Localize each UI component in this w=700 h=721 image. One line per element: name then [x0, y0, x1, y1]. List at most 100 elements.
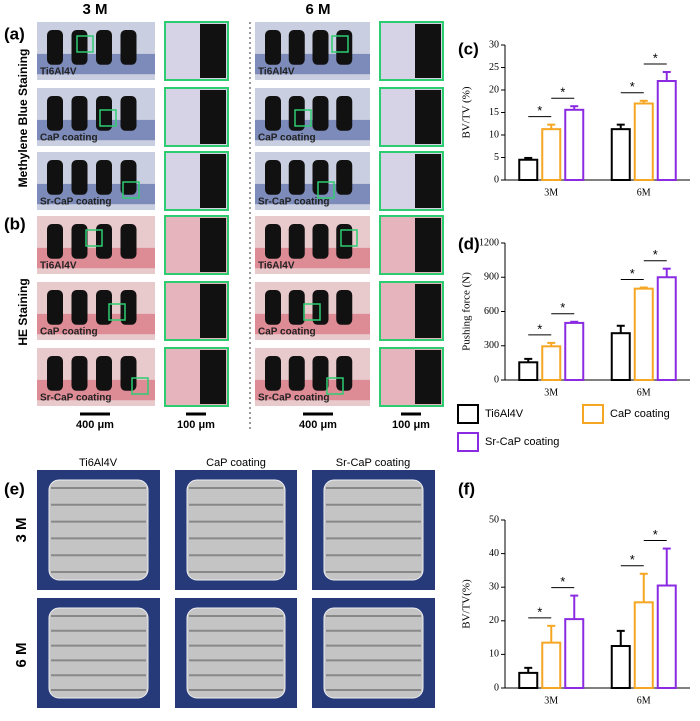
implant: [47, 160, 63, 195]
implant: [288, 96, 305, 131]
y-tick-label: 0: [494, 374, 499, 385]
panel-label: (b): [4, 214, 26, 233]
bar: [518, 671, 539, 690]
y-tick-label: 50: [489, 514, 499, 525]
implant: [288, 30, 305, 65]
x-tick-label: 6M: [637, 387, 651, 398]
x-tick-label: 6M: [637, 187, 651, 198]
implant: [47, 224, 63, 259]
stain-label: Methylene Blue Staining: [16, 49, 30, 188]
y-tick-label: 30: [489, 39, 499, 50]
roi-box: [131, 377, 149, 395]
implant: [47, 30, 63, 65]
y-axis-label: BV/TV(%): [461, 579, 473, 629]
image-label: Sr-CaP coating: [40, 393, 112, 404]
implant: [336, 30, 353, 65]
implant: [312, 160, 329, 195]
scaffold: [323, 607, 424, 699]
y-tick-label: 15: [489, 107, 499, 118]
y-tick-label: 5: [494, 152, 499, 163]
implant: [312, 30, 329, 65]
bar: [633, 601, 654, 690]
y-tick-label: 40: [489, 548, 499, 559]
implant: [71, 224, 88, 259]
y-tick-label: 300: [484, 340, 499, 351]
implant: [47, 96, 63, 131]
bar: [656, 80, 677, 181]
stain-label: HE Staining: [16, 278, 30, 345]
bar: [564, 321, 585, 381]
e-row-label: 6 M: [13, 642, 30, 667]
scale-bar-label: 100 μm: [177, 419, 215, 431]
x-tick-label: 3M: [544, 387, 558, 398]
bar: [564, 108, 585, 181]
significance-label: *: [630, 79, 635, 94]
bar: [610, 332, 631, 382]
y-tick-label: 600: [484, 306, 499, 317]
implant: [312, 224, 329, 259]
x-tick-label: 6M: [637, 695, 651, 706]
image-label: CaP coating: [40, 327, 98, 338]
bar: [541, 128, 562, 181]
implant: [47, 356, 63, 391]
bar: [656, 276, 677, 381]
y-axis-label: Pushing force (N): [461, 272, 473, 351]
scaffold: [323, 479, 424, 581]
roi-box: [122, 181, 140, 199]
implant: [265, 30, 281, 65]
y-tick-label: 0: [494, 174, 499, 185]
implant: [312, 356, 329, 391]
image-label: Sr-CaP coating: [40, 197, 112, 208]
implant: [288, 160, 305, 195]
image-label: Sr-CaP coating: [258, 393, 330, 404]
image-label: CaP coating: [258, 133, 316, 144]
bar: [541, 345, 562, 381]
implant: [120, 160, 137, 195]
y-tick-label: 900: [484, 272, 499, 283]
zoom-implant: [415, 284, 441, 338]
implant: [265, 224, 281, 259]
zoom-implant: [200, 154, 226, 208]
roi-box: [326, 377, 344, 395]
image-label: Ti6Al4V: [258, 67, 295, 78]
bar: [541, 641, 562, 690]
scaffold: [186, 479, 286, 581]
y-tick-label: 10: [489, 129, 499, 140]
legend-label: CaP coating: [610, 408, 670, 420]
x-tick-label: 3M: [544, 695, 558, 706]
legend-label: Ti6Al4V: [485, 408, 524, 420]
scale-bar-label: 400 μm: [76, 419, 114, 431]
legend-label: Sr-CaP coating: [485, 436, 559, 448]
y-tick-label: 30: [489, 581, 499, 592]
bar: [564, 618, 585, 689]
implant: [336, 290, 353, 325]
implant: [336, 160, 353, 195]
zoom-implant: [415, 154, 441, 208]
implant: [71, 96, 88, 131]
panel-label: (c): [458, 39, 479, 58]
implant: [120, 356, 137, 391]
scaffold: [48, 479, 149, 581]
y-axis-label: BV/TV (%): [461, 86, 473, 138]
y-tick-label: 10: [489, 649, 499, 660]
roi-box: [76, 35, 94, 53]
roi-box: [303, 303, 321, 321]
significance-label: *: [653, 247, 658, 262]
scale-bar-label: 100 μm: [392, 419, 430, 431]
image-label: CaP coating: [258, 327, 316, 338]
bar: [610, 128, 631, 181]
panel-label: (f): [458, 479, 475, 498]
panel-label: (d): [458, 234, 480, 253]
significance-label: *: [560, 300, 565, 315]
implant: [96, 224, 112, 259]
zoom-implant: [415, 90, 441, 144]
implant: [71, 356, 88, 391]
implant: [71, 30, 88, 65]
significance-label: *: [630, 266, 635, 281]
implant: [71, 290, 88, 325]
bar: [656, 584, 677, 690]
implant: [336, 224, 353, 259]
implant: [47, 290, 63, 325]
implant: [96, 356, 112, 391]
